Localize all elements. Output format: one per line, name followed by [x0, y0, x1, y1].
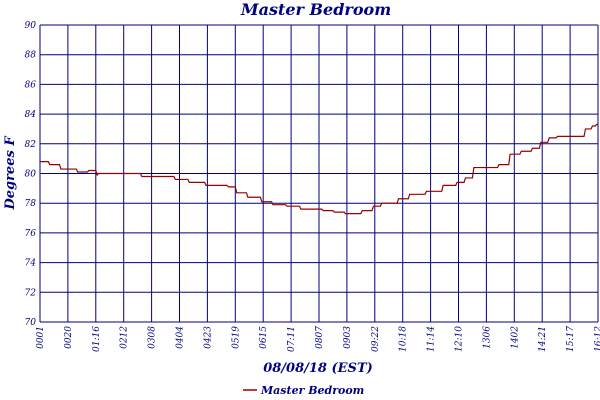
- x-tick-label: 1306: [482, 326, 492, 349]
- x-tick-label: 12:10: [455, 326, 465, 352]
- x-tick-label: 0423: [203, 326, 213, 349]
- y-tick-label: 88: [25, 51, 37, 61]
- y-tick-label: 80: [25, 170, 37, 180]
- legend: Master Bedroom: [243, 384, 364, 397]
- y-tick-label: 74: [25, 259, 37, 269]
- x-tick-label: 10:18: [399, 326, 409, 352]
- y-tick-label: 90: [25, 21, 37, 31]
- y-axis-ticks: 70 72 74 76 78 80 82 84 86 88 90: [25, 21, 37, 328]
- x-tick-label: 09:22: [371, 326, 381, 352]
- y-axis-label: Degrees F: [3, 136, 18, 211]
- x-tick-label: 0404: [176, 326, 186, 349]
- x-tick-label: 16:12: [594, 326, 600, 352]
- y-tick-label: 82: [25, 140, 37, 150]
- y-tick-label: 76: [25, 229, 37, 239]
- x-tick-label: 14:21: [538, 326, 548, 352]
- x-tick-label: 15:17: [566, 326, 576, 352]
- x-tick-label: 07:11: [287, 326, 297, 352]
- series-line-master-bedroom: [40, 123, 598, 215]
- x-tick-label: 0001: [36, 326, 46, 349]
- x-tick-label: 01:16: [92, 326, 102, 352]
- chart-title: Master Bedroom: [240, 0, 391, 19]
- x-tick-label: 0903: [343, 326, 353, 349]
- legend-label: Master Bedroom: [260, 384, 364, 397]
- y-tick-label: 86: [25, 80, 37, 90]
- series-lines: [40, 123, 598, 215]
- x-tick-label: 0615: [259, 326, 269, 349]
- x-axis-label: 08/08/18 (EST): [263, 361, 373, 376]
- x-tick-label: 1402: [510, 326, 520, 349]
- x-tick-label: 0212: [120, 326, 130, 349]
- x-tick-label: 11:14: [427, 326, 437, 352]
- y-tick-label: 72: [25, 288, 37, 298]
- x-axis-ticks: 0001 0020 01:16 0212 0308 0404 0423 0519 0615 07:…: [36, 326, 600, 352]
- x-tick-label: 0308: [148, 326, 158, 349]
- y-tick-label: 84: [25, 110, 37, 120]
- x-tick-label: 0020: [64, 326, 74, 349]
- y-tick-label: 78: [25, 199, 37, 209]
- x-tick-label: 0519: [231, 326, 241, 349]
- y-tick-label: 70: [25, 318, 37, 328]
- x-tick-label: 0807: [315, 326, 325, 349]
